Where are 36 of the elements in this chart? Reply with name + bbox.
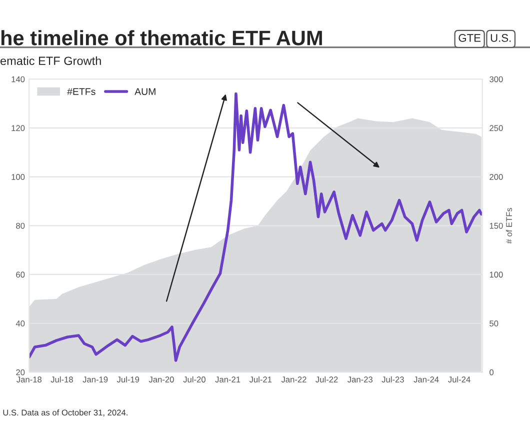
y-tick-label: 100: [12, 174, 25, 180]
x-tick-label: Jul-20: [183, 376, 206, 382]
x-tick-label: Jan-24: [414, 376, 439, 382]
y-tick-label: 120: [12, 125, 25, 132]
y-tick-label: 20: [16, 369, 25, 376]
x-tick-label: Jul-23: [382, 376, 404, 382]
y2-tick-label: 300: [490, 76, 503, 82]
x-tick-label: Jan-23: [348, 376, 373, 382]
legend-label: AUM: [134, 88, 156, 96]
x-tick-label: Jan-21: [215, 376, 240, 382]
y-tick-label: 80: [16, 222, 25, 229]
y2-tick-label: 200: [490, 174, 503, 180]
chart-title: he timeline of thematic ETF AUM: [1, 30, 322, 46]
y2-tick-label: 0: [490, 369, 494, 376]
text: U.S.: [490, 34, 511, 42]
x-tick-label: Jul-19: [116, 376, 140, 382]
y2-tick-label: 50: [490, 320, 498, 326]
y2-tick-label: 100: [490, 272, 503, 278]
x-tick-label: Jul-24: [448, 376, 470, 382]
text: U.S. Data as of October 31, 2024.: [3, 409, 128, 416]
chart-subtitle: ematic ETF Growth: [0, 56, 101, 66]
x-tick-label: Jan-18: [16, 376, 42, 382]
y2-tick-label: 150: [490, 222, 503, 229]
y2-axis-title: # of ETFs: [506, 208, 512, 244]
y2-tick-label: 250: [490, 125, 503, 132]
x-tick-label: Jan-19: [82, 376, 108, 382]
x-tick-label: Jan-20: [148, 376, 174, 382]
text: GTE: [458, 34, 481, 42]
y-tick-label: 60: [16, 272, 25, 278]
y-tick-label: 40: [16, 320, 25, 326]
y-tick-label: 140: [12, 76, 25, 82]
x-tick-label: Jul-22: [316, 376, 338, 382]
legend-label: #ETFs: [67, 88, 96, 96]
x-tick-label: Jul-18: [50, 376, 73, 382]
x-tick-label: Jan-22: [281, 376, 306, 382]
x-tick-label: Jul-21: [249, 376, 272, 382]
